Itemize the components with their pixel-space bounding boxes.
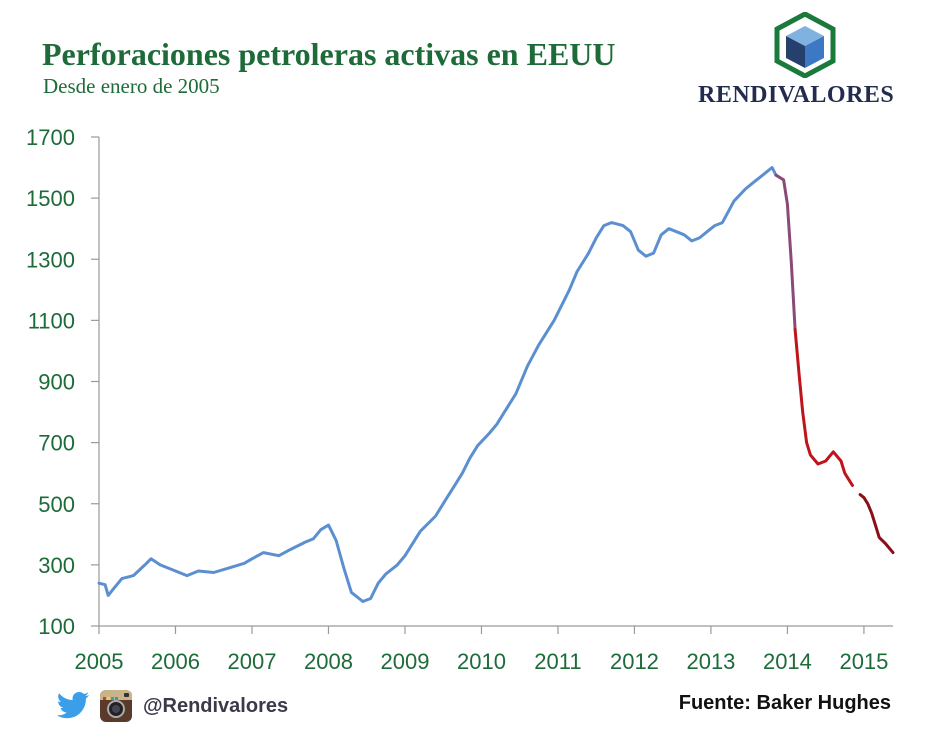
x-tick-label: 2009 [380, 649, 429, 674]
y-tick-label: 300 [38, 553, 75, 578]
rendivalores-logo-icon [774, 12, 836, 78]
series-line-segment [97, 166, 778, 603]
y-tick-label: 700 [38, 431, 75, 456]
y-tick-label: 1300 [26, 247, 75, 272]
x-tick-label: 2005 [75, 649, 124, 674]
x-tick-label: 2013 [686, 649, 735, 674]
y-tick-label: 100 [38, 614, 75, 639]
twitter-icon[interactable] [55, 691, 91, 721]
social-handle[interactable]: @Rendivalores [143, 694, 289, 717]
x-tick-label: 2012 [610, 649, 659, 674]
footer-social: @Rendivalores [55, 688, 288, 724]
chart-axes [91, 136, 893, 634]
y-tick-label: 1700 [26, 125, 75, 150]
x-tick-label: 2010 [457, 649, 506, 674]
x-tick-label: 2008 [304, 649, 353, 674]
series-line-segment [793, 328, 854, 487]
data-source: Fuente: Baker Hughes [678, 692, 891, 714]
tick-labels: 100 300 500 700 900 1100 1300 1500 1700 2005 2006 2… [26, 125, 888, 674]
x-tick-label: 2014 [763, 649, 812, 674]
instagram-icon[interactable] [99, 689, 133, 723]
y-tick-label: 900 [38, 370, 75, 395]
x-tick-label: 2006 [151, 649, 200, 674]
y-tick-label: 1100 [28, 308, 75, 333]
x-tick-label: 2007 [228, 649, 277, 674]
y-tick-label: 500 [38, 492, 75, 517]
series-line-segment [858, 493, 895, 555]
x-tick-label: 2015 [839, 649, 888, 674]
chart-subtitle: Desde enero de 2005 [43, 74, 220, 98]
y-tick-label: 1500 [26, 186, 75, 211]
series-lines [97, 166, 895, 603]
chart-title: Perforaciones petroleras activas en EEUU [42, 36, 616, 72]
x-tick-label: 2011 [534, 649, 581, 674]
series-line-segment [774, 173, 797, 331]
brand-name: RENDIVALORES [698, 82, 895, 108]
